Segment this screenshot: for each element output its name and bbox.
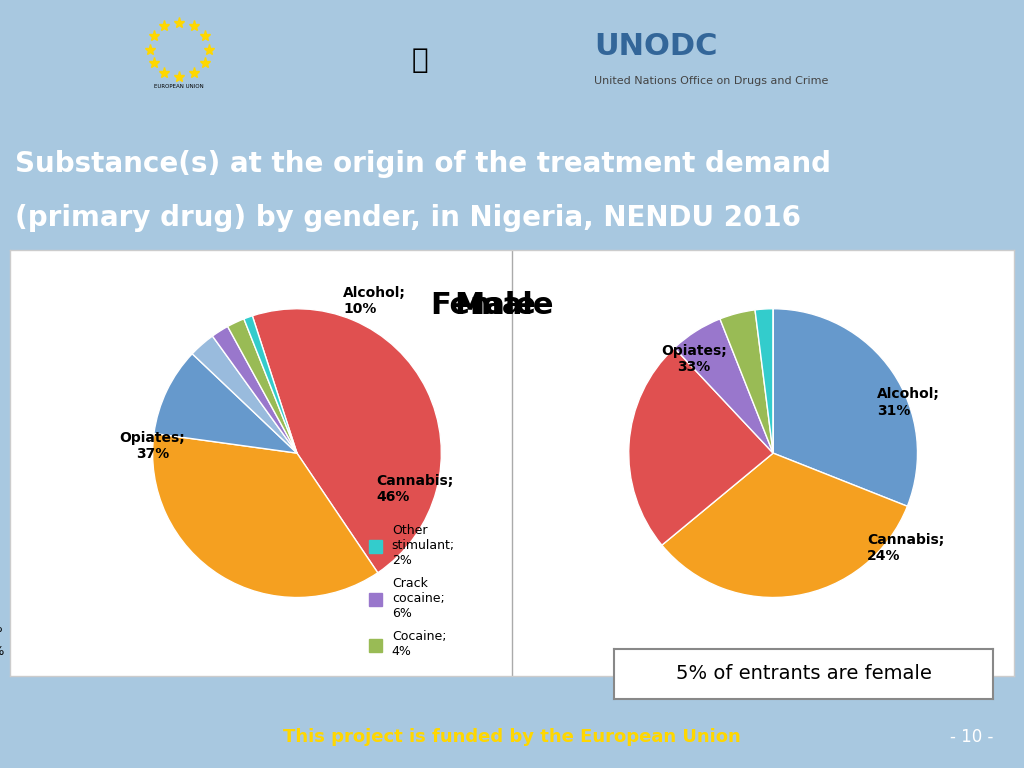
Wedge shape: [193, 336, 297, 453]
Wedge shape: [154, 354, 297, 453]
Wedge shape: [662, 453, 907, 598]
Text: 🦅: 🦅: [412, 46, 428, 74]
Wedge shape: [153, 433, 378, 598]
Text: Opiates;
37%: Opiates; 37%: [120, 431, 185, 461]
Text: Opiates;
33%: Opiates; 33%: [660, 343, 727, 374]
Wedge shape: [773, 309, 918, 506]
Text: United Nations Office on Drugs and Crime: United Nations Office on Drugs and Crime: [594, 75, 828, 86]
Wedge shape: [244, 316, 297, 453]
Text: Alcohol;
10%: Alcohol; 10%: [343, 286, 407, 316]
Text: (primary drug) by gender, in Nigeria, NENDU 2016: (primary drug) by gender, in Nigeria, NE…: [15, 204, 802, 233]
Text: EUROPEAN UNION: EUROPEAN UNION: [155, 84, 204, 89]
Wedge shape: [674, 319, 773, 453]
Text: 5% of entrants are female: 5% of entrants are female: [676, 664, 932, 684]
Wedge shape: [252, 309, 441, 573]
Wedge shape: [227, 319, 297, 453]
Text: This project is funded by the European Union: This project is funded by the European U…: [283, 728, 741, 746]
Text: Female: Female: [430, 291, 554, 319]
Text: UNODC: UNODC: [594, 31, 718, 61]
Text: Substance(s) at the origin of the treatment demand: Substance(s) at the origin of the treatm…: [15, 150, 831, 177]
Text: - 10 -: - 10 -: [950, 728, 993, 746]
Text: Alcohol;
31%: Alcohol; 31%: [878, 388, 940, 418]
Wedge shape: [720, 310, 773, 453]
Text: Cannabis;
24%: Cannabis; 24%: [867, 532, 944, 563]
Legend: Other
stimulant;
2%, Crack
cocaine;
6%, Cocaine;
4%: Other stimulant; 2%, Crack cocaine; 6%, …: [365, 519, 460, 664]
Wedge shape: [629, 348, 773, 545]
Text: Male: Male: [455, 291, 537, 319]
Wedge shape: [755, 309, 773, 453]
Text: Cannabis;
46%: Cannabis; 46%: [377, 474, 454, 505]
Legend: Sedative-
hypnotics;
3%, Other
stimulant;
0%, Crack
cocaine; 2%, Cocaine; 2%: Sedative- hypnotics; 3%, Other stimulant…: [0, 496, 10, 664]
Wedge shape: [212, 326, 297, 453]
